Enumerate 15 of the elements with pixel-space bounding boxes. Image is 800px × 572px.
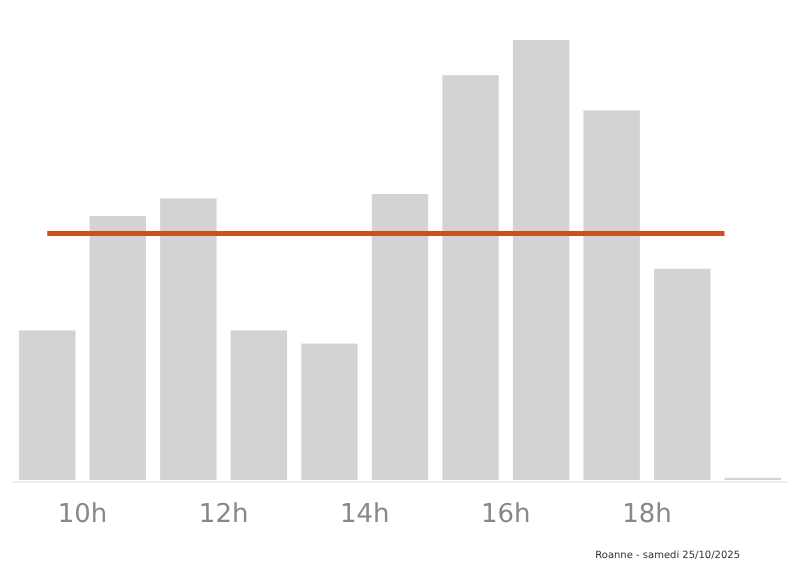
bar [583,110,640,480]
bar [512,40,570,480]
bar [371,194,429,480]
x-tick-label: 14h [339,500,390,530]
x-tick-label: 18h [622,500,672,530]
bar [89,216,147,480]
bar [230,330,288,480]
bar [19,330,76,480]
x-tick-label: 12h [198,500,249,530]
bar [442,75,499,480]
bar [160,198,217,480]
bar [301,343,358,480]
x-tick-label: 10h [57,500,108,530]
bar [653,268,711,480]
x-tick-label: 16h [481,500,531,530]
